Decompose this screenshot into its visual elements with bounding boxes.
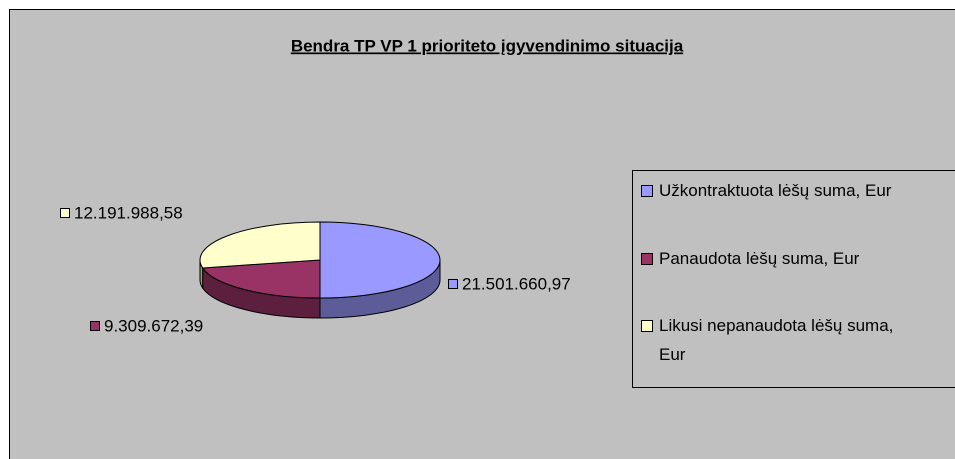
legend-label: Panaudota lėšų suma, Eur [659, 249, 860, 268]
label-key [90, 321, 100, 331]
legend-key [641, 185, 653, 197]
pie-slice [199, 221, 321, 269]
chart-title: Bendra TP VP 1 prioriteto įgyvendinimo s… [291, 36, 684, 55]
legend-entry: Užkontraktuota lėšų suma, Eur [641, 176, 949, 205]
data-label: 21.501.660,97 [462, 274, 571, 293]
legend-key [641, 253, 653, 265]
legend-key [641, 320, 653, 332]
legend-label: Užkontraktuota lėšų suma, Eur [659, 181, 892, 200]
data-label: 9.309.672,39 [104, 316, 203, 335]
label-key [448, 279, 458, 289]
legend-entry: Panaudota lėšų suma, Eur [641, 244, 949, 273]
legend-entry: Likusi nepanaudota lėšų suma, Eur [641, 311, 909, 369]
legend-label: Likusi nepanaudota lėšų suma, Eur [659, 316, 894, 364]
label-key [60, 208, 70, 218]
legend: Užkontraktuota lėšų suma, Eur Panaudota l… [632, 170, 955, 388]
data-label: 12.191.988,58 [74, 203, 183, 222]
pie-slice [201, 259, 321, 299]
pie-slice [319, 221, 441, 299]
